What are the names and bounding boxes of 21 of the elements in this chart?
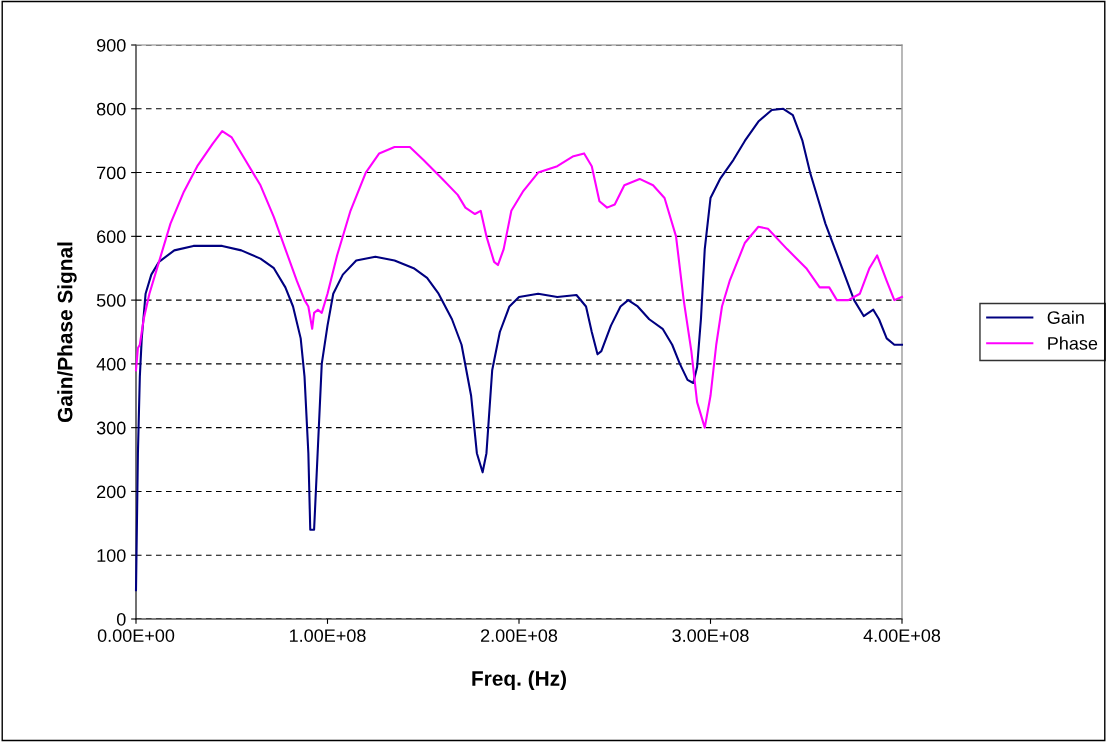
y-tick-label: 0 bbox=[116, 612, 126, 626]
y-tick-label: 300 bbox=[96, 421, 126, 435]
x-tick-label: 2.00E+08 bbox=[481, 629, 558, 642]
x-tick-label: 3.00E+08 bbox=[672, 629, 749, 642]
y-tick-label: 900 bbox=[97, 38, 126, 52]
y-tick-label: 600 bbox=[97, 230, 126, 244]
legend-label: Phase bbox=[1048, 336, 1098, 350]
y-tick-label: 800 bbox=[96, 102, 126, 116]
line-series bbox=[134, 130, 904, 429]
y-tick-label: 100 bbox=[97, 549, 126, 562]
x-axis-title: Freq. (Hz) bbox=[472, 670, 566, 690]
y-tick-label: 400 bbox=[96, 357, 126, 371]
y-tick-label: 500 bbox=[96, 294, 126, 307]
y-tick-label: 200 bbox=[97, 485, 126, 499]
x-tick-label: 1.00E+08 bbox=[289, 629, 366, 642]
x-tick-label: 0.00E+00 bbox=[97, 629, 175, 642]
y-tick-label: 700 bbox=[97, 166, 126, 180]
line-series bbox=[134, 107, 904, 592]
x-tick-label: 4.00E+08 bbox=[863, 629, 941, 642]
y-axis-title: Gain/Phase Signal bbox=[57, 242, 77, 423]
legend-label: Gain bbox=[1047, 310, 1084, 324]
